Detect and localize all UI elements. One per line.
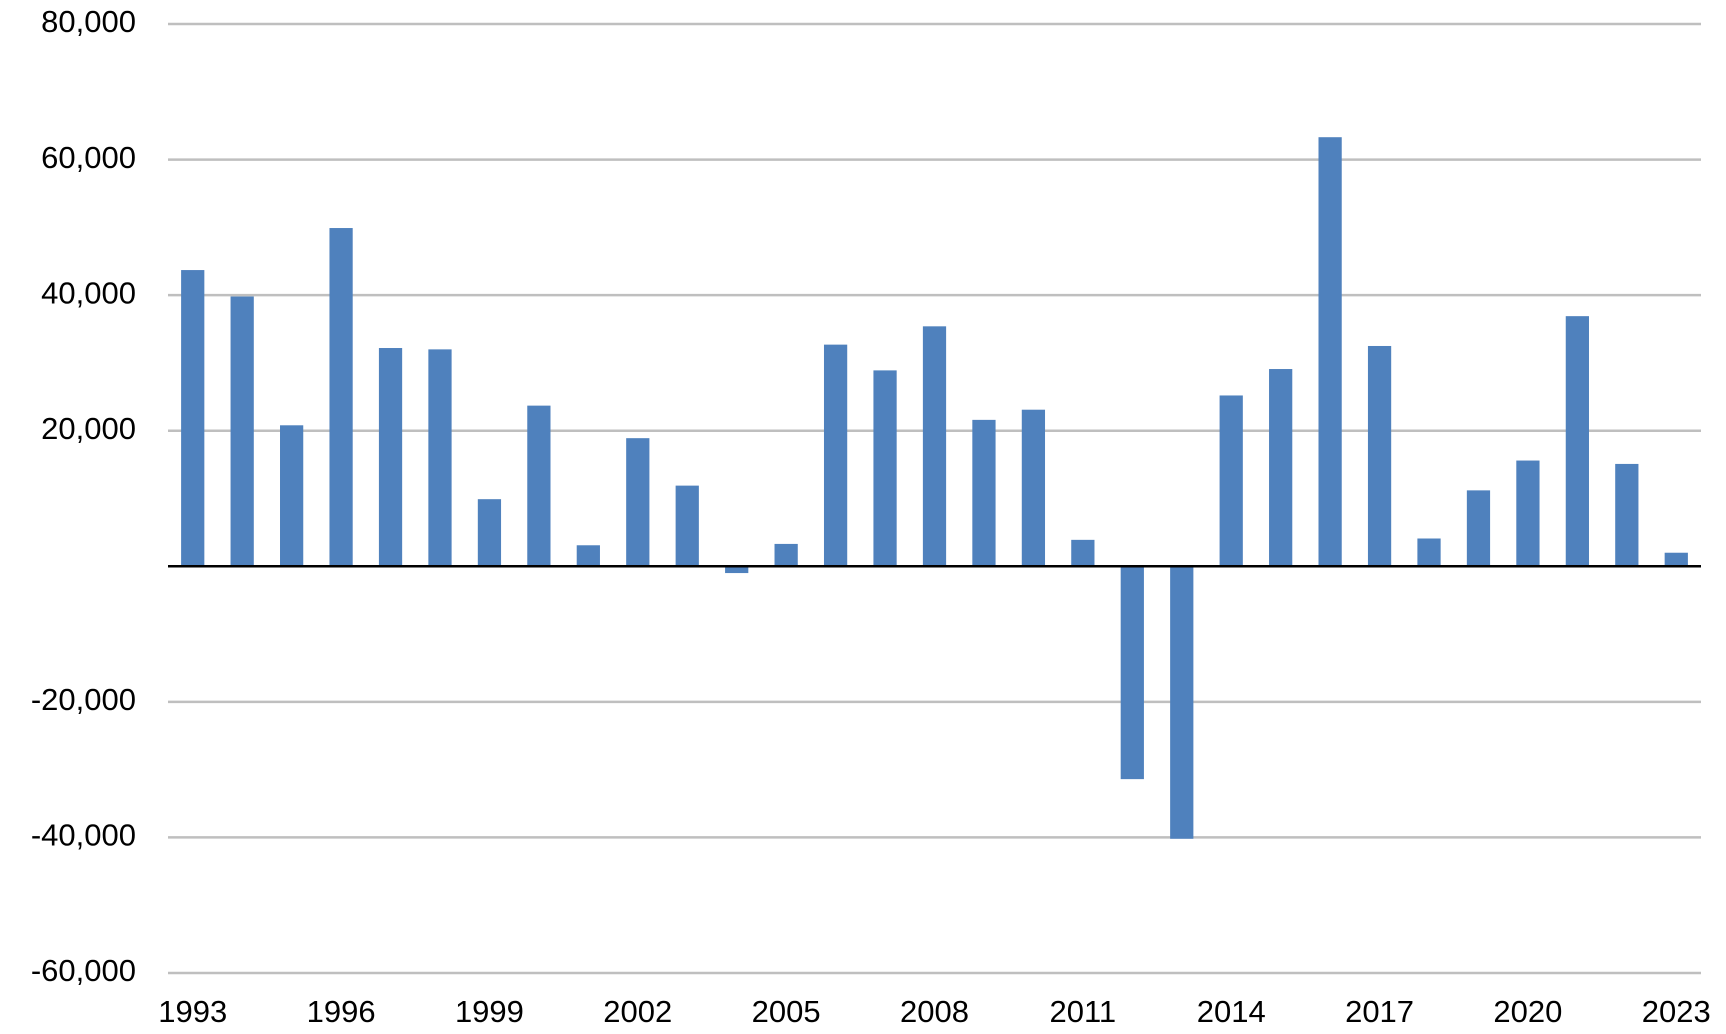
- bar: [230, 296, 254, 567]
- x-tick-label: 2023: [1642, 994, 1711, 1029]
- y-tick-label: 80,000: [41, 4, 136, 39]
- bar: [1269, 369, 1293, 567]
- bar: [1318, 137, 1342, 567]
- bar: [527, 405, 551, 567]
- bar: [922, 326, 947, 567]
- x-tick-label: 2020: [1493, 994, 1562, 1029]
- bar: [428, 349, 452, 567]
- x-tick-label: 2008: [900, 994, 969, 1029]
- bar: [972, 419, 996, 567]
- bar: [1664, 552, 1688, 567]
- y-tick-label: 20,000: [41, 411, 136, 446]
- bar: [1417, 538, 1441, 567]
- x-tick-label: 1999: [455, 994, 524, 1029]
- bar: [181, 270, 205, 567]
- bar: [873, 370, 897, 567]
- x-tick-label: 2002: [603, 994, 672, 1029]
- bar: [626, 438, 650, 567]
- y-tick-label: -20,000: [31, 682, 136, 717]
- x-tick-label: 2005: [752, 994, 821, 1029]
- bar: [1516, 460, 1540, 567]
- bar: [1120, 566, 1144, 780]
- y-tick-label: 60,000: [41, 140, 136, 175]
- bar: [1367, 345, 1392, 567]
- bar: [1466, 490, 1491, 567]
- y-tick-label: 40,000: [41, 275, 136, 310]
- bar: [725, 566, 749, 574]
- bar: [280, 425, 304, 567]
- x-tick-label: 1996: [307, 994, 376, 1029]
- y-tick-label: -40,000: [31, 818, 136, 853]
- bar: [378, 348, 403, 567]
- bar: [329, 228, 353, 567]
- y-tick-label: -60,000: [31, 953, 136, 988]
- x-tick-label: 1993: [158, 994, 227, 1029]
- bar: [675, 485, 699, 567]
- bar: [774, 543, 798, 567]
- bar: [1071, 539, 1095, 567]
- bar: [1219, 395, 1243, 567]
- bar: [477, 499, 502, 567]
- bar: [1170, 566, 1194, 839]
- bar: [823, 344, 848, 567]
- bar: [1565, 316, 1589, 567]
- bar: [1021, 409, 1046, 567]
- bar: [576, 545, 600, 567]
- x-tick-label: 2014: [1197, 994, 1266, 1029]
- bar: [1615, 463, 1639, 567]
- x-tick-label: 2011: [1050, 994, 1117, 1029]
- x-tick-label: 2017: [1345, 994, 1414, 1029]
